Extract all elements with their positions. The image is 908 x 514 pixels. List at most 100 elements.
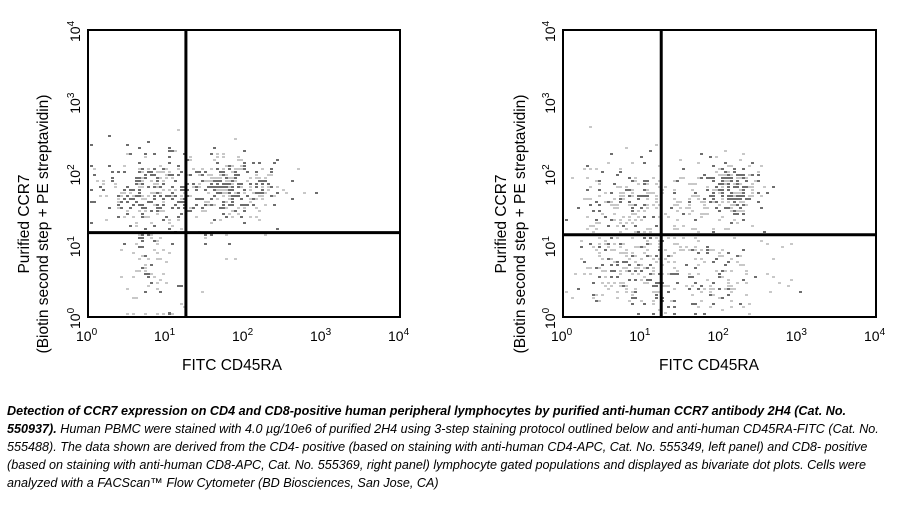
data-point: [159, 207, 162, 209]
data-point: [673, 288, 676, 290]
data-point: [712, 261, 715, 263]
data-point: [745, 204, 748, 206]
data-point: [222, 168, 225, 170]
data-point: [673, 243, 676, 245]
data-point: [727, 282, 730, 284]
data-point: [141, 237, 144, 239]
data-point: [637, 246, 640, 248]
data-point: [721, 195, 724, 197]
data-point: [673, 267, 676, 269]
data-point: [724, 264, 727, 266]
data-point: [123, 243, 126, 245]
data-point: [742, 306, 745, 308]
data-point: [694, 258, 697, 260]
data-point: [730, 207, 733, 209]
data-point: [736, 282, 739, 284]
data-point: [162, 189, 165, 191]
data-point: [192, 186, 195, 188]
data-point: [186, 183, 189, 185]
data-point: [727, 198, 730, 200]
data-point: [258, 210, 261, 212]
data-point: [120, 192, 123, 194]
data-point: [736, 204, 739, 206]
data-point: [168, 189, 171, 191]
data-point: [141, 213, 144, 215]
data-point: [102, 183, 105, 185]
data-point: [655, 291, 658, 293]
data-point: [754, 180, 757, 182]
data-point: [628, 258, 631, 260]
data-point: [727, 279, 730, 281]
data-point: [727, 165, 730, 167]
data-point: [153, 153, 156, 155]
data-point: [682, 225, 685, 227]
data-point: [261, 183, 264, 185]
data-point: [736, 261, 739, 263]
data-point: [102, 189, 105, 191]
data-point: [228, 165, 231, 167]
data-point: [144, 210, 147, 212]
data-point: [670, 207, 673, 209]
data-point: [688, 183, 691, 185]
data-point: [586, 177, 589, 179]
data-point: [688, 198, 691, 200]
data-point: [706, 249, 709, 251]
data-point: [598, 222, 601, 224]
x-tick-label: 100: [76, 327, 98, 344]
data-point: [673, 198, 676, 200]
data-point: [679, 177, 682, 179]
data-point: [264, 234, 267, 236]
data-point: [685, 285, 688, 287]
data-point: [721, 201, 724, 203]
data-point: [216, 162, 219, 164]
data-point: [210, 204, 213, 206]
x-tick-label: 100: [551, 327, 573, 344]
data-point: [655, 207, 658, 209]
data-point: [724, 180, 727, 182]
data-point: [583, 261, 586, 263]
data-point: [664, 213, 667, 215]
figure-caption: Detection of CCR7 expression on CD4 and …: [7, 402, 887, 492]
data-point: [129, 189, 132, 191]
data-point: [243, 168, 246, 170]
data-point: [168, 195, 171, 197]
data-point: [748, 165, 751, 167]
data-point: [123, 216, 126, 218]
data-point: [667, 285, 670, 287]
data-point: [688, 273, 691, 275]
data-point: [105, 195, 108, 197]
data-point: [123, 192, 126, 194]
data-point: [625, 255, 628, 257]
y-tick-label: 101: [541, 236, 558, 258]
data-point: [168, 252, 171, 254]
data-point: [733, 219, 736, 221]
data-point: [592, 294, 595, 296]
data-point: [231, 177, 234, 179]
data-point: [123, 165, 126, 167]
data-point: [652, 258, 655, 260]
data-point: [231, 198, 234, 200]
data-point: [742, 192, 745, 194]
data-point: [222, 174, 225, 176]
data-point: [739, 159, 742, 161]
data-point: [712, 288, 715, 290]
data-point: [595, 168, 598, 170]
data-point: [231, 180, 234, 182]
data-point: [186, 159, 189, 161]
data-point: [658, 186, 661, 188]
data-point: [691, 285, 694, 287]
data-point: [598, 276, 601, 278]
data-point: [628, 279, 631, 281]
data-point: [733, 288, 736, 290]
data-point: [252, 162, 255, 164]
data-point: [643, 282, 646, 284]
data-point: [655, 282, 658, 284]
data-point: [643, 246, 646, 248]
data-point: [652, 216, 655, 218]
data-point: [219, 186, 222, 188]
data-point: [213, 180, 216, 182]
data-point: [766, 243, 769, 245]
data-point: [210, 174, 213, 176]
data-point: [667, 291, 670, 293]
data-point: [156, 177, 159, 179]
